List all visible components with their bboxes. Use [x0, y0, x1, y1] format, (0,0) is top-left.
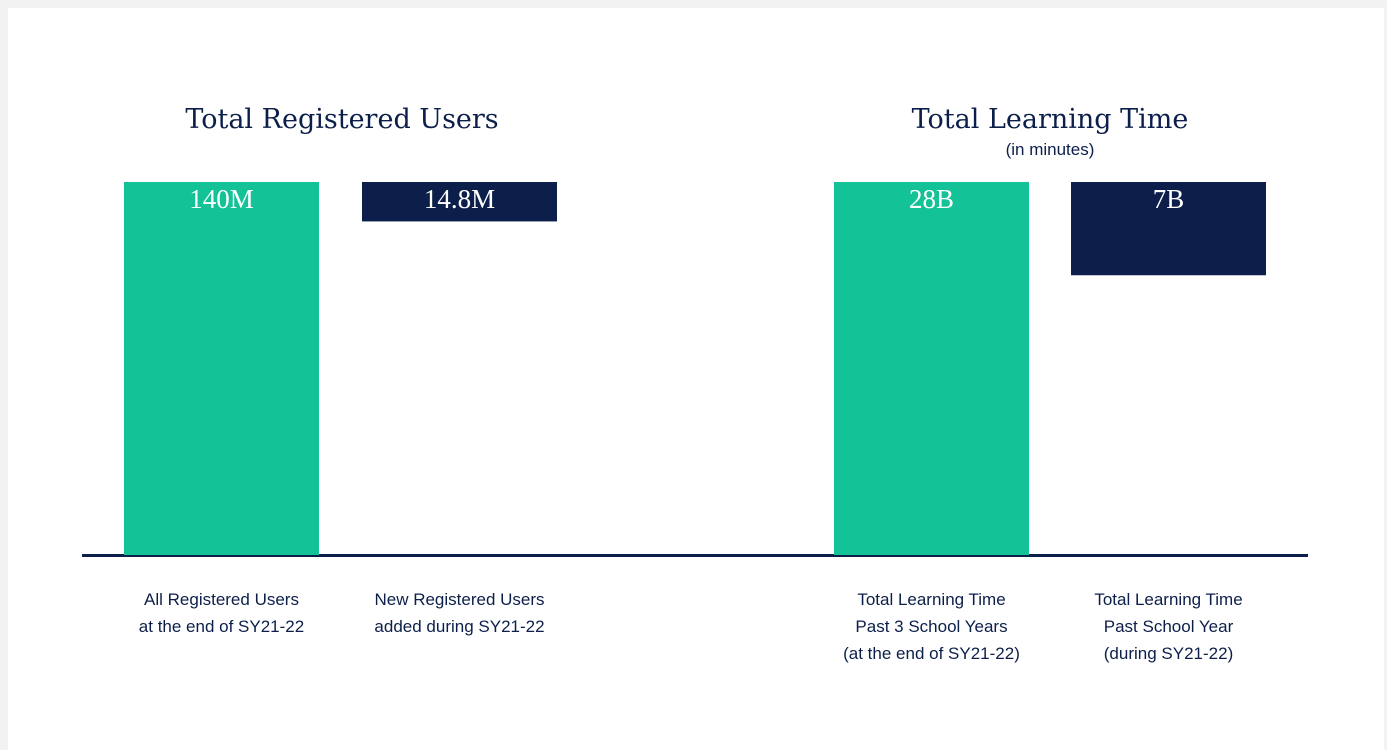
category-line: Total Learning Time [1094, 590, 1242, 609]
bar [1071, 182, 1266, 276]
category-line: Past 3 School Years [855, 617, 1007, 636]
value-label: 28B [909, 184, 954, 214]
category-line: New Registered Users [374, 590, 544, 609]
chart-title: Total Registered Users [185, 104, 498, 135]
chart-subtitle: (in minutes) [1006, 140, 1095, 159]
category-label: New Registered Users added during SY21-22 [374, 590, 544, 636]
value-label: 140M [189, 184, 254, 214]
chart-title: Total Learning Time [912, 104, 1189, 135]
value-label: 14.8M [424, 184, 495, 214]
value-label: 7B [1153, 184, 1185, 214]
category-label: Total Learning Time Past 3 School Years (a… [843, 590, 1020, 663]
category-line: All Registered Users [144, 590, 299, 609]
category-label: Total Learning Time Past School Year (duri… [1094, 590, 1242, 663]
category-line: Total Learning Time [857, 590, 1005, 609]
category-line: at the end of SY21-22 [139, 617, 304, 636]
category-line: Past School Year [1104, 617, 1234, 636]
category-line: (during SY21-22) [1104, 644, 1233, 663]
bar [362, 182, 557, 222]
category-label: All Registered Users at the end of SY21-2… [139, 590, 304, 636]
bar [834, 182, 1029, 555]
category-line: (at the end of SY21-22) [843, 644, 1020, 663]
category-line: added during SY21-22 [374, 617, 544, 636]
bar [124, 182, 319, 555]
